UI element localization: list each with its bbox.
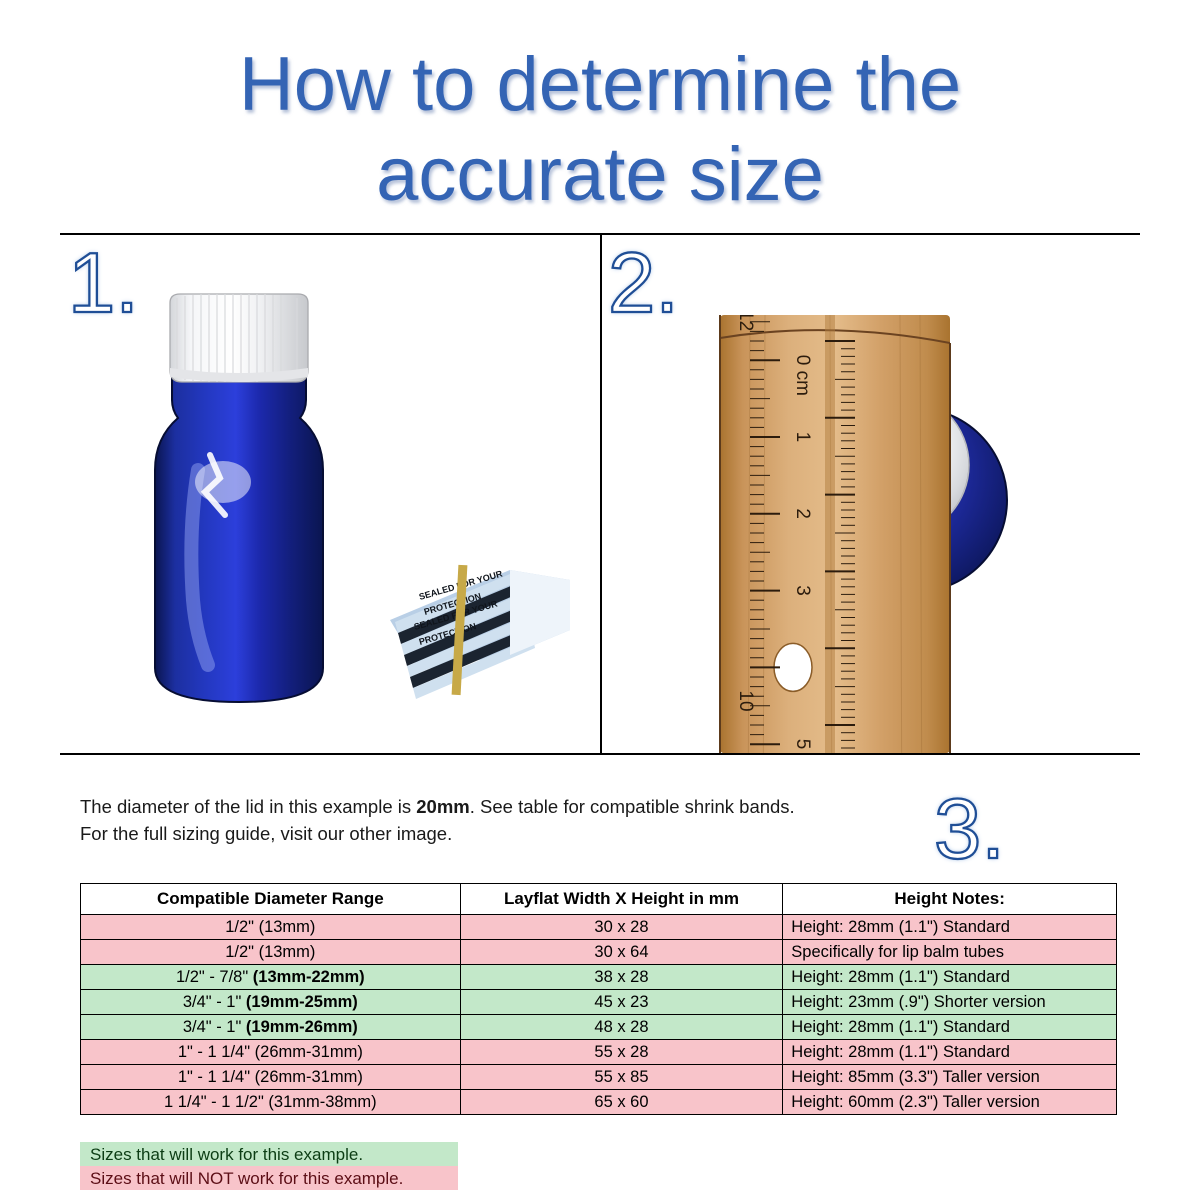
svg-text:12: 12 (735, 310, 756, 331)
svg-text:5: 5 (792, 739, 813, 750)
svg-text:0 cm: 0 cm (792, 355, 813, 396)
svg-text:3: 3 (792, 585, 813, 596)
svg-text:1: 1 (792, 432, 813, 443)
svg-text:10: 10 (735, 690, 756, 711)
svg-text:2: 2 (792, 508, 813, 519)
